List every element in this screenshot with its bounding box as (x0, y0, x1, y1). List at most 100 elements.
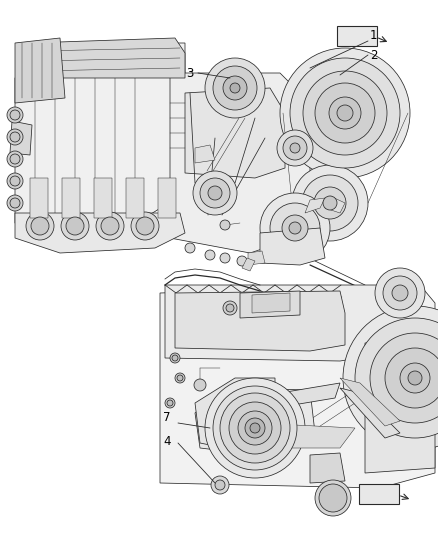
Circle shape (10, 154, 20, 164)
Polygon shape (30, 38, 185, 78)
Circle shape (323, 196, 337, 210)
Circle shape (205, 378, 305, 478)
Polygon shape (275, 383, 340, 408)
Polygon shape (160, 285, 435, 488)
Polygon shape (265, 223, 320, 238)
Circle shape (337, 105, 353, 121)
Polygon shape (340, 388, 400, 438)
Circle shape (220, 253, 230, 263)
Circle shape (96, 212, 124, 240)
Polygon shape (305, 198, 325, 213)
Polygon shape (280, 425, 355, 448)
Polygon shape (126, 178, 144, 218)
Circle shape (290, 143, 300, 153)
Circle shape (31, 217, 49, 235)
Circle shape (329, 97, 361, 129)
Circle shape (408, 371, 422, 385)
Text: 7: 7 (163, 411, 170, 424)
Polygon shape (252, 293, 290, 313)
Polygon shape (195, 378, 275, 458)
Circle shape (283, 136, 307, 160)
Polygon shape (165, 285, 390, 361)
Polygon shape (94, 178, 112, 218)
Circle shape (303, 71, 387, 155)
Polygon shape (30, 178, 48, 218)
FancyBboxPatch shape (337, 26, 377, 46)
Circle shape (319, 484, 347, 512)
Circle shape (277, 130, 313, 166)
Circle shape (392, 285, 408, 301)
Polygon shape (15, 38, 65, 103)
FancyBboxPatch shape (359, 484, 399, 504)
Polygon shape (260, 228, 325, 265)
Circle shape (223, 301, 237, 315)
Circle shape (26, 212, 54, 240)
Circle shape (213, 386, 297, 470)
Polygon shape (170, 73, 310, 253)
Circle shape (10, 176, 20, 186)
Circle shape (208, 186, 222, 200)
Text: 1: 1 (370, 29, 378, 42)
Circle shape (194, 379, 206, 391)
Circle shape (238, 411, 272, 445)
Circle shape (7, 173, 23, 189)
Polygon shape (15, 43, 185, 238)
Circle shape (7, 195, 23, 211)
Polygon shape (15, 213, 185, 253)
Circle shape (172, 355, 178, 361)
Circle shape (289, 222, 301, 234)
Circle shape (400, 363, 430, 393)
Circle shape (226, 304, 234, 312)
Polygon shape (158, 178, 176, 218)
Text: 3: 3 (186, 67, 193, 80)
Polygon shape (310, 453, 345, 483)
Circle shape (229, 402, 281, 454)
Circle shape (165, 398, 175, 408)
Circle shape (230, 83, 240, 93)
Circle shape (282, 215, 308, 241)
Circle shape (211, 476, 229, 494)
Polygon shape (340, 378, 400, 426)
Polygon shape (62, 178, 80, 218)
Circle shape (205, 250, 215, 260)
Circle shape (7, 107, 23, 123)
Circle shape (245, 418, 265, 438)
Circle shape (193, 171, 237, 215)
Circle shape (290, 58, 400, 168)
Circle shape (250, 423, 260, 433)
Circle shape (66, 217, 84, 235)
Circle shape (315, 83, 375, 143)
Circle shape (10, 132, 20, 142)
Polygon shape (195, 145, 215, 163)
Circle shape (10, 110, 20, 120)
Circle shape (215, 480, 225, 490)
Circle shape (177, 375, 183, 381)
Circle shape (61, 212, 89, 240)
Polygon shape (365, 338, 435, 473)
Polygon shape (175, 291, 345, 351)
Circle shape (131, 212, 159, 240)
Text: 2: 2 (370, 49, 378, 62)
Circle shape (10, 198, 20, 208)
Circle shape (292, 165, 368, 241)
Circle shape (200, 178, 230, 208)
Circle shape (170, 353, 180, 363)
Circle shape (385, 348, 438, 408)
Circle shape (383, 276, 417, 310)
Polygon shape (10, 121, 32, 155)
Circle shape (175, 373, 185, 383)
Circle shape (223, 76, 247, 100)
Circle shape (101, 217, 119, 235)
Circle shape (7, 129, 23, 145)
Circle shape (315, 480, 351, 516)
Polygon shape (240, 291, 300, 318)
Circle shape (302, 175, 358, 231)
Text: 4: 4 (163, 435, 170, 448)
Circle shape (167, 400, 173, 406)
Circle shape (355, 318, 438, 438)
Circle shape (237, 256, 247, 266)
Polygon shape (185, 88, 285, 178)
Polygon shape (242, 258, 255, 271)
Circle shape (314, 187, 346, 219)
Circle shape (375, 268, 425, 318)
